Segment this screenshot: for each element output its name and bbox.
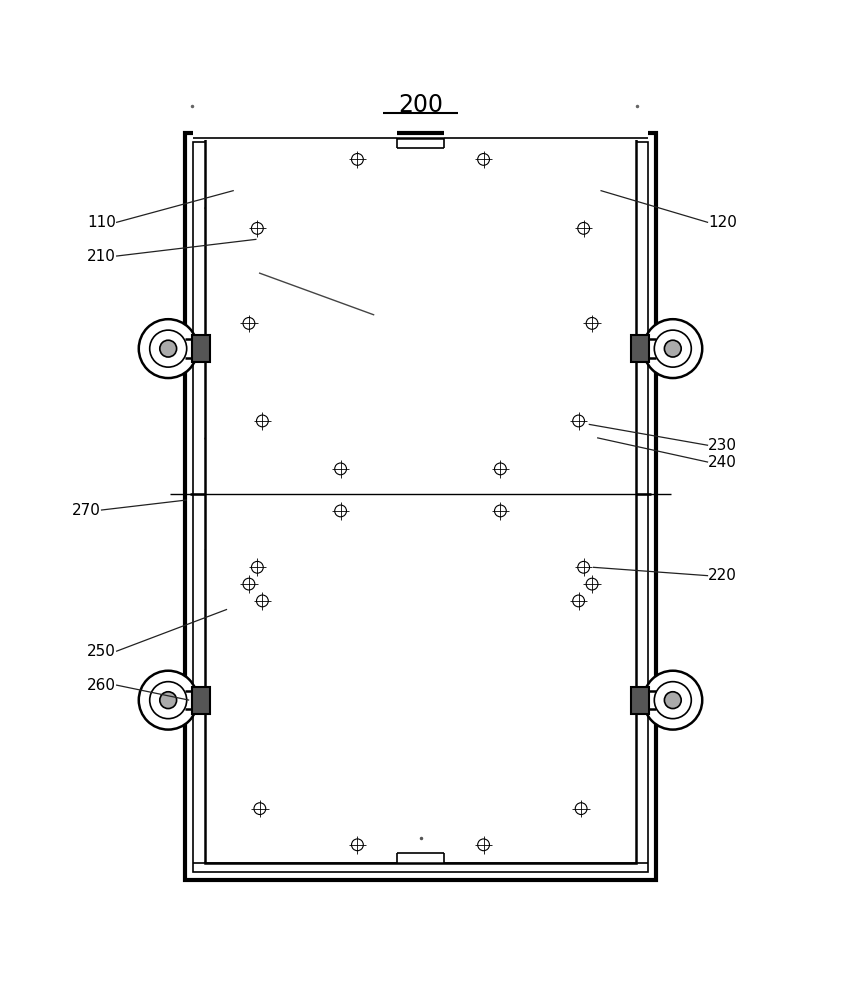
Circle shape [664,692,681,709]
Circle shape [643,319,702,378]
Circle shape [150,330,187,367]
Circle shape [251,222,263,234]
Circle shape [352,839,363,851]
Circle shape [160,692,177,709]
Bar [193,126,398,140]
Circle shape [586,578,598,590]
Circle shape [578,561,590,573]
Text: 270: 270 [72,503,101,518]
Text: 220: 220 [708,568,737,583]
Circle shape [575,803,587,815]
Bar [193,142,648,872]
Circle shape [643,671,702,730]
Circle shape [139,671,198,730]
Circle shape [243,318,255,329]
Circle shape [654,330,691,367]
Circle shape [257,595,268,607]
Bar [192,687,210,714]
Circle shape [257,415,268,427]
Circle shape [495,463,506,475]
Text: 230: 230 [708,438,737,453]
Circle shape [254,803,266,815]
Bar [192,335,210,362]
Bar [631,335,649,362]
Circle shape [495,505,506,517]
Circle shape [150,682,187,719]
Text: 120: 120 [708,215,737,230]
Circle shape [654,682,691,719]
Circle shape [160,340,177,357]
Text: 240: 240 [708,455,737,470]
Text: 210: 210 [87,249,116,264]
Bar [444,126,648,140]
Bar [205,138,636,863]
Circle shape [352,154,363,165]
Bar [631,687,649,714]
Text: 260: 260 [87,678,116,693]
Circle shape [139,319,198,378]
Text: 250: 250 [87,644,116,659]
Circle shape [243,578,255,590]
Circle shape [335,505,346,517]
Circle shape [664,340,681,357]
Circle shape [578,222,590,234]
Circle shape [573,415,584,427]
Circle shape [251,561,263,573]
Circle shape [586,318,598,329]
Text: 200: 200 [398,93,443,117]
Text: 110: 110 [87,215,116,230]
Bar [185,133,656,880]
Circle shape [573,595,584,607]
Circle shape [478,839,489,851]
Circle shape [478,154,489,165]
Circle shape [335,463,346,475]
